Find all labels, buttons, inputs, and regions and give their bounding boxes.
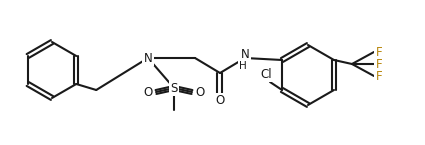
Text: H: H — [239, 61, 247, 71]
Text: S: S — [170, 81, 178, 95]
Text: O: O — [143, 86, 153, 98]
Text: F: F — [376, 58, 382, 70]
Text: F: F — [376, 46, 382, 58]
Text: N: N — [241, 48, 249, 61]
Text: N: N — [144, 51, 153, 65]
Text: F: F — [376, 69, 382, 83]
Text: O: O — [196, 86, 204, 98]
Text: Cl: Cl — [260, 68, 272, 80]
Text: O: O — [215, 95, 225, 107]
